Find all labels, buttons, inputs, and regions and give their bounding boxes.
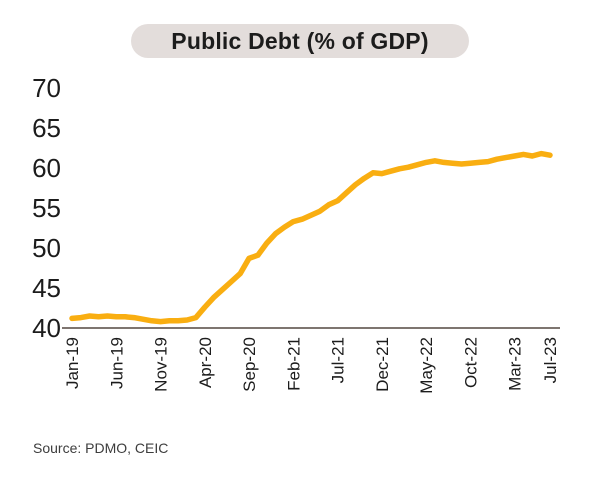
x-axis-tick-label: Jul-23 <box>541 337 560 383</box>
x-axis-tick-label: May-22 <box>417 337 436 394</box>
x-axis-tick-label: Jun-19 <box>107 337 126 389</box>
source-note: Source: PDMO, CEIC <box>33 440 169 456</box>
y-axis-tick-label: 55 <box>32 193 61 223</box>
x-axis-tick-label: Jul-21 <box>329 337 348 383</box>
chart-title-pill: Public Debt (% of GDP) <box>131 24 469 58</box>
y-axis-tick-label: 60 <box>32 153 61 183</box>
y-axis-tick-label: 40 <box>32 313 61 343</box>
x-axis-tick-label: Feb-21 <box>284 337 303 391</box>
y-axis-tick-label: 65 <box>32 113 61 143</box>
y-axis-tick-label: 45 <box>32 273 61 303</box>
x-axis-tick-label: Dec-21 <box>373 337 392 392</box>
public-debt-line <box>69 150 553 325</box>
x-axis-tick-label: Jan-19 <box>63 337 82 389</box>
x-axis-tick-label: Sep-20 <box>240 337 259 392</box>
chart-title: Public Debt (% of GDP) <box>171 27 429 54</box>
x-axis-tick-label: Oct-22 <box>461 337 480 388</box>
y-axis-tick-label: 70 <box>32 73 61 103</box>
x-axis-tick-label: Apr-20 <box>196 337 215 388</box>
y-axis-tick-label: 50 <box>32 233 61 263</box>
x-axis-tick-label: Mar-23 <box>506 337 525 391</box>
x-axis-tick-label: Nov-19 <box>152 337 171 392</box>
